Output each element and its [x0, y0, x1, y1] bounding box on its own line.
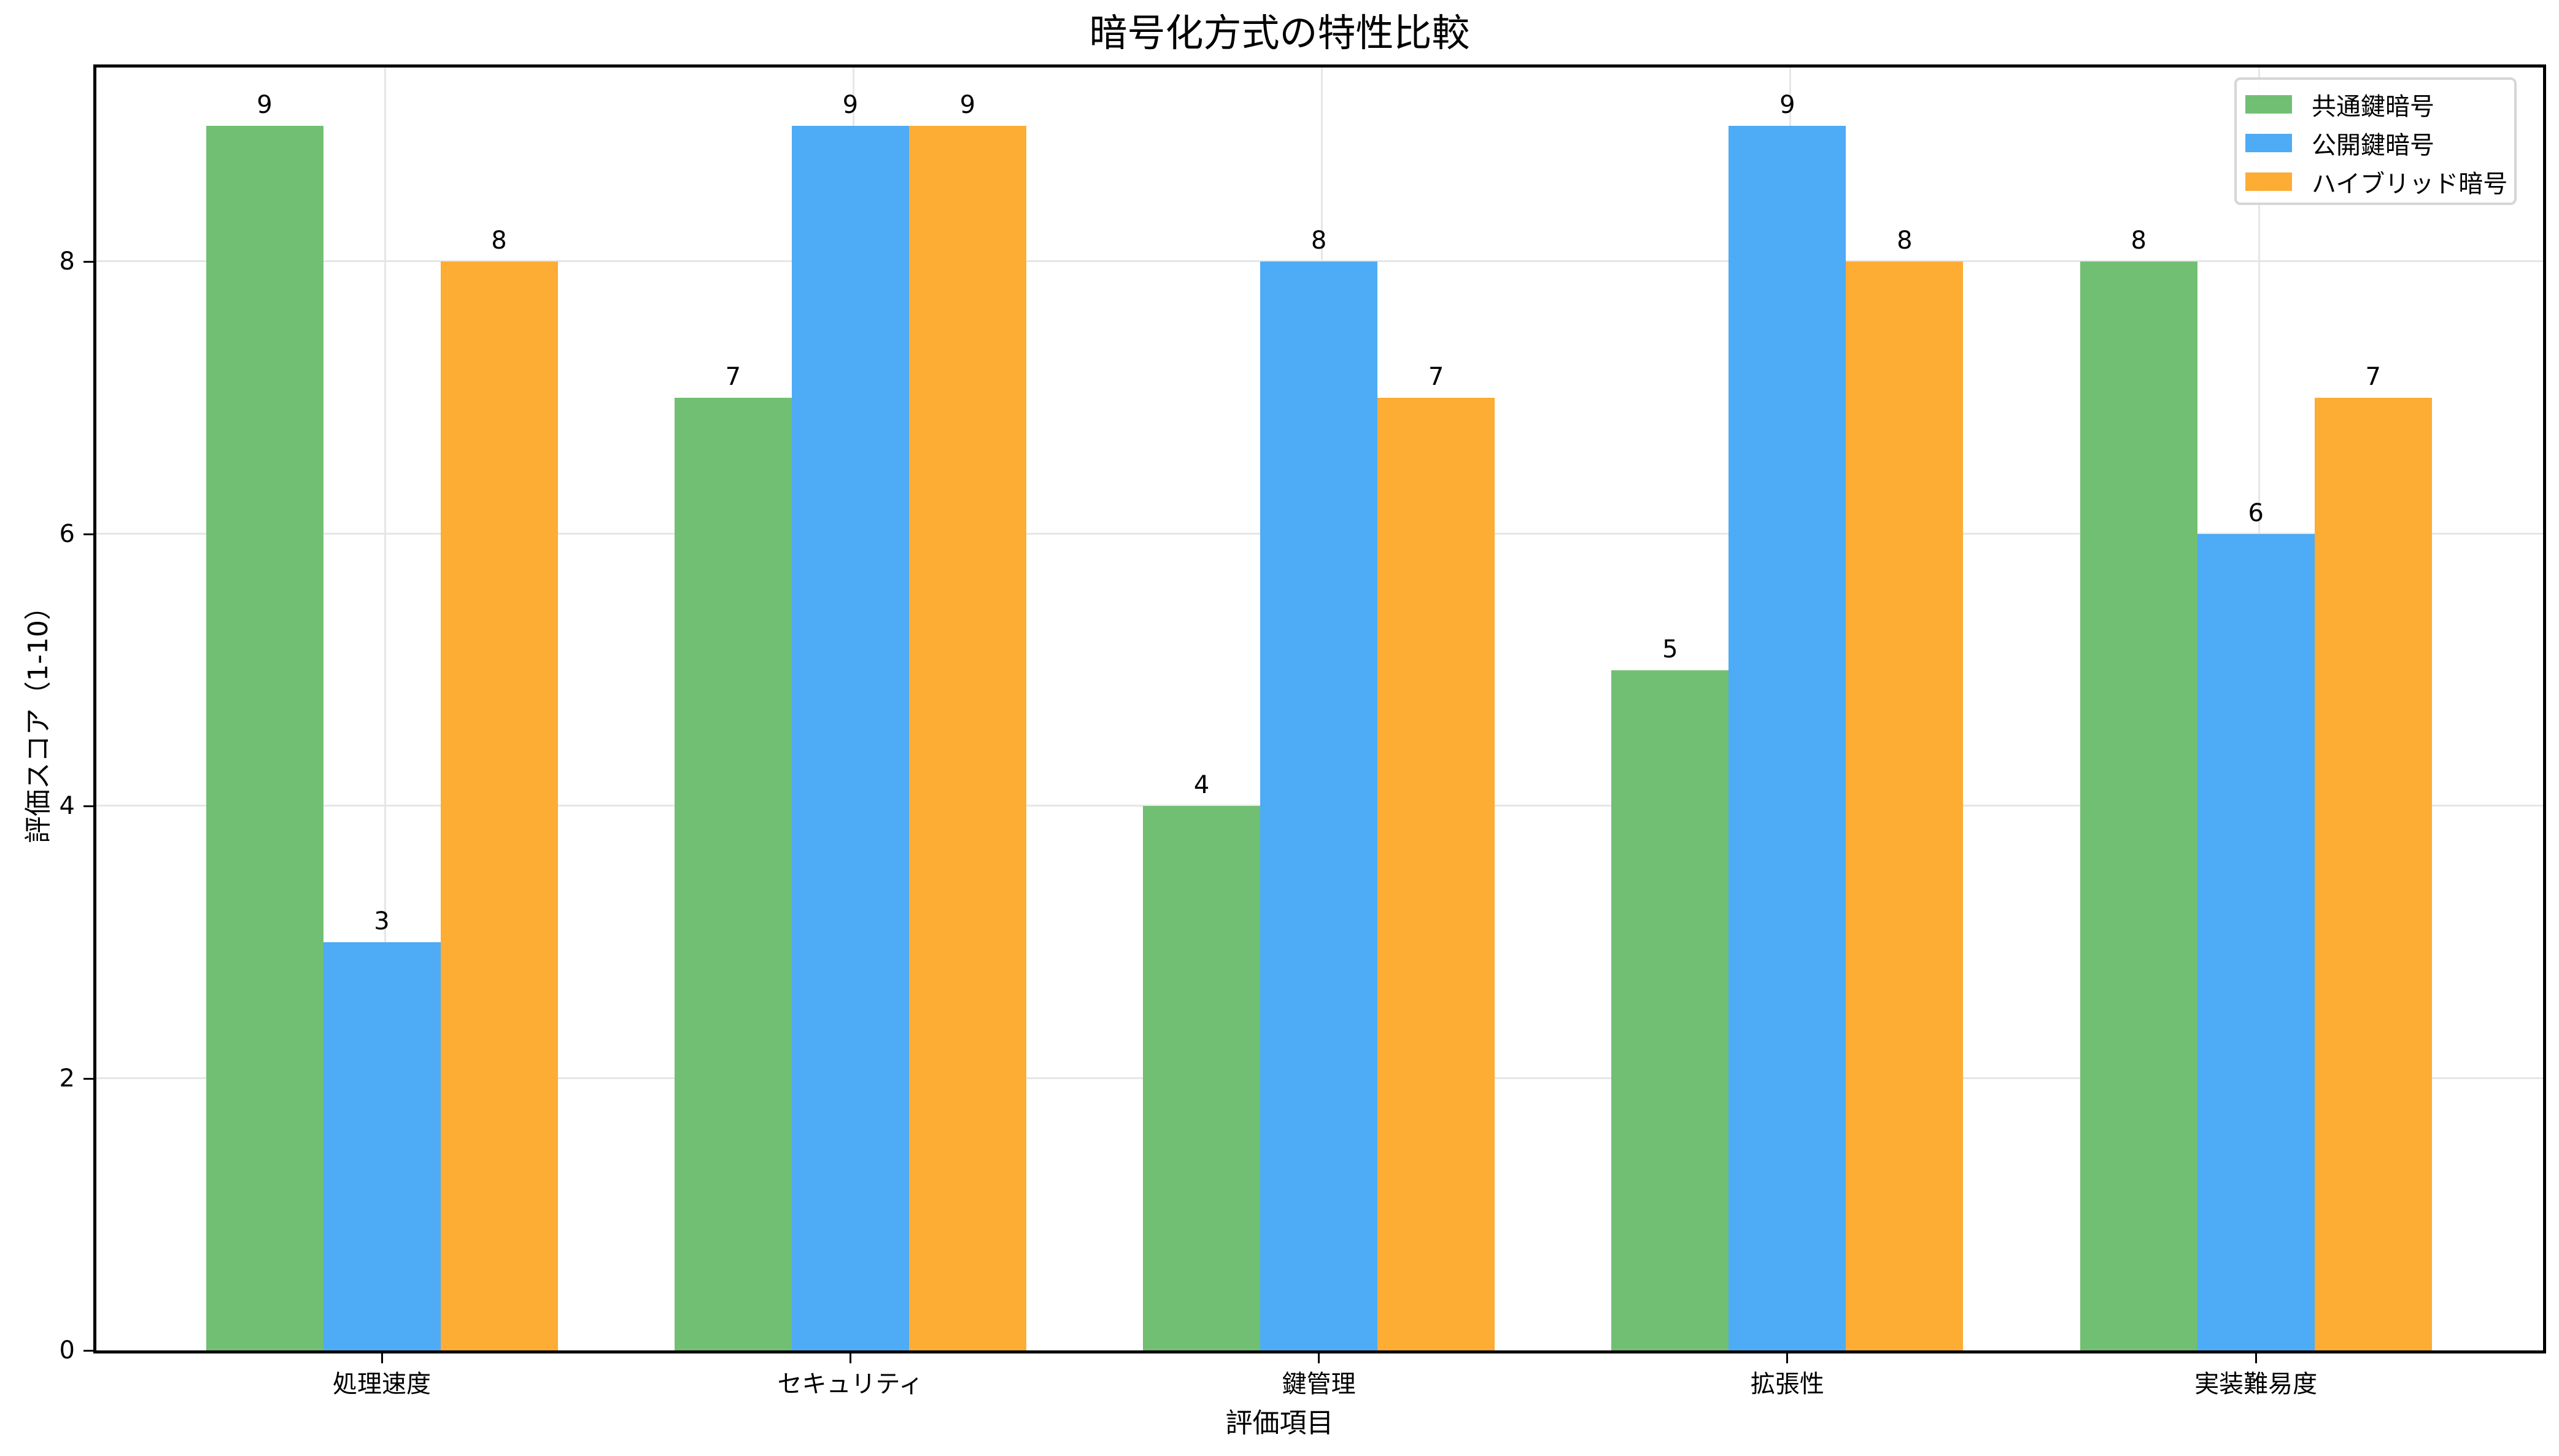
y-tick-label: 6 [59, 519, 75, 548]
x-tick [849, 1353, 851, 1363]
legend-swatch [2245, 172, 2292, 191]
x-tick [1318, 1353, 1320, 1363]
bar-value-label: 4 [1193, 771, 1210, 800]
x-tick-label: セキュリティ [777, 1370, 924, 1398]
y-tick-label: 0 [59, 1336, 75, 1365]
bar-value-label: 7 [1428, 363, 1444, 392]
y-tick [83, 1077, 93, 1080]
bar-value-label: 9 [842, 90, 859, 119]
bar-value-label: 8 [1897, 227, 1913, 255]
bar [1846, 261, 1964, 1350]
bar [1377, 398, 1495, 1350]
x-tick [1786, 1353, 1789, 1363]
gridline-vertical [384, 68, 386, 1350]
bar [1143, 806, 1261, 1350]
bar [323, 942, 441, 1350]
bar-value-label: 8 [491, 227, 507, 255]
bar [2197, 533, 2315, 1350]
y-tick [83, 533, 93, 535]
x-tick-label: 鍵管理 [1282, 1370, 1356, 1398]
x-tick [381, 1353, 383, 1363]
legend-label: 公開鍵暗号 [2312, 131, 2434, 160]
bar [791, 125, 909, 1350]
legend-swatch [2245, 134, 2292, 152]
x-tick-label: 拡張性 [1750, 1370, 1824, 1398]
bar [2080, 261, 2197, 1350]
bar [1611, 670, 1729, 1350]
y-tick-label: 8 [59, 247, 75, 276]
legend-label: 共通鍵暗号 [2312, 93, 2434, 121]
y-tick-label: 2 [59, 1064, 75, 1093]
bar-value-label: 9 [1779, 90, 1795, 119]
bar-value-label: 5 [1662, 635, 1678, 664]
bar-value-label: 7 [2365, 363, 2381, 392]
bar [2314, 398, 2432, 1350]
bar [1260, 261, 1378, 1350]
y-tick-label: 4 [59, 792, 75, 821]
bar-value-label: 6 [2248, 498, 2264, 527]
bar-value-label: 9 [257, 90, 273, 119]
legend-swatch [2245, 95, 2292, 114]
bar-value-label: 8 [1310, 227, 1327, 255]
bar-value-label: 8 [2131, 227, 2147, 255]
x-tick-label: 実装難易度 [2194, 1370, 2318, 1398]
plot-area [93, 64, 2546, 1353]
legend-item: ハイブリッド暗号 [2245, 163, 2507, 200]
bar-value-label: 7 [725, 363, 741, 392]
bar [1729, 125, 1846, 1350]
bar [440, 261, 558, 1350]
x-tick-label: 処理速度 [333, 1370, 431, 1398]
bar-value-label: 9 [959, 90, 976, 119]
y-tick [83, 261, 93, 263]
x-tick [2255, 1353, 2257, 1363]
y-tick [83, 805, 93, 808]
x-axis-label: 評価項目 [1225, 1408, 1334, 1439]
bar-value-label: 3 [374, 907, 390, 935]
bar [908, 125, 1026, 1350]
bar [206, 125, 323, 1350]
legend: 共通鍵暗号公開鍵暗号ハイブリッド暗号 [2234, 77, 2517, 205]
legend-label: ハイブリッド暗号 [2312, 170, 2508, 198]
legend-item: 公開鍵暗号 [2245, 125, 2434, 161]
chart-title: 暗号化方式の特性比較 [1089, 10, 1470, 55]
bar [674, 398, 792, 1350]
y-tick [83, 1350, 93, 1352]
gridline-horizontal [96, 260, 2543, 263]
legend-item: 共通鍵暗号 [2245, 86, 2434, 123]
